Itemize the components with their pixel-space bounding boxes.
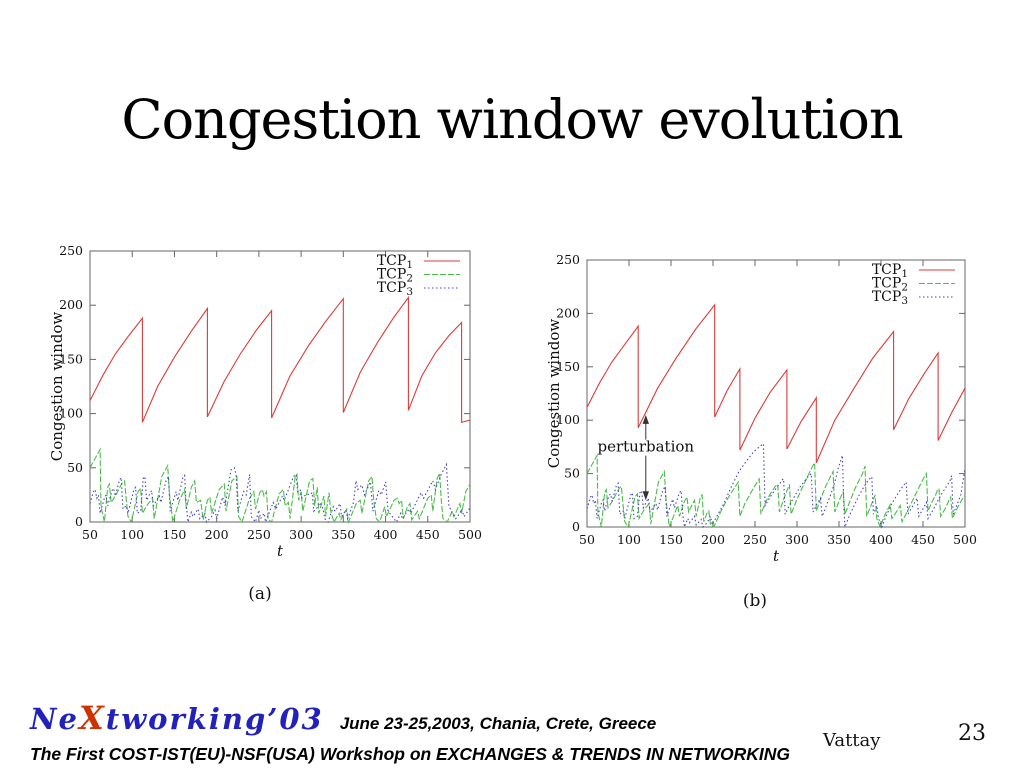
- x-tick-label: 250: [743, 532, 767, 547]
- x-tick-label: 200: [205, 527, 229, 542]
- series-tcp1-line: [89, 295, 471, 424]
- chart-b-caption: (b): [742, 591, 768, 611]
- nextworking-logo: NeXtworking’03: [30, 699, 324, 737]
- logo-prefix: Ne: [30, 702, 79, 736]
- x-axis-label: t: [773, 547, 780, 565]
- x-tick-label: 450: [416, 527, 440, 542]
- arrowhead-up-icon: [642, 414, 649, 424]
- annotation-backdrop: [598, 439, 694, 456]
- legend-label-tcp2: TCP2: [377, 267, 413, 285]
- y-axis-label: Congestion window: [48, 312, 66, 462]
- plot-border: [89, 250, 471, 523]
- x-axis-label: t: [277, 542, 284, 560]
- author-name: Vattay: [823, 730, 881, 751]
- x-tick-label: 350: [331, 527, 355, 542]
- y-tick-label: 250: [59, 245, 83, 258]
- series-tcp2-line: [89, 447, 471, 525]
- chart-b-figure: 50 100 150 200 250 300 350 400 450 500 0 50 100 150 20…: [530, 245, 990, 565]
- legend-label-tcp1: TCP1: [872, 262, 908, 280]
- event-date: June 23-25,2003, Chania, Crete, Greece: [339, 714, 657, 733]
- x-tick-label: 50: [579, 532, 595, 547]
- y-tick-label: 150: [556, 359, 580, 374]
- x-tick-label: 50: [82, 527, 98, 542]
- y-tick-label: 50: [564, 466, 580, 481]
- series-tcp2-line: [586, 453, 966, 529]
- footer: NeXtworking’03 June 23-25,2003, Chania, …: [30, 699, 790, 765]
- y-tick-label: 50: [67, 460, 83, 475]
- x-tick-label: 400: [374, 527, 398, 542]
- y-tick-label: 150: [59, 351, 83, 366]
- x-tick-label: 300: [289, 527, 313, 542]
- footer-line1: NeXtworking’03 June 23-25,2003, Chania, …: [30, 699, 790, 737]
- x-tick-label: 150: [163, 527, 187, 542]
- chart-a-caption: (a): [248, 584, 272, 604]
- x-tick-label: 250: [247, 527, 271, 542]
- y-tick-label: 100: [556, 412, 580, 427]
- page-number: 23: [958, 721, 986, 746]
- x-tick-label: 100: [617, 532, 641, 547]
- arrowhead-down-icon: [642, 491, 649, 501]
- plot-border: [586, 259, 966, 528]
- y-tick-label: 200: [59, 297, 83, 312]
- x-tick-label: 150: [659, 532, 683, 547]
- legend-label-tcp3: TCP3: [872, 289, 908, 307]
- x-tick-label: 500: [953, 532, 977, 547]
- congestion-window-chart-a: 50 100 150 200 250 300 350 400 450 50005010015020…: [48, 243, 482, 560]
- y-axis-label: Congestion window: [545, 319, 563, 469]
- logo-x: X: [78, 699, 106, 737]
- event-name: The First COST-IST(EU)-NSF(USA) Workshop…: [30, 744, 790, 764]
- legend-label-tcp3: TCP3: [377, 280, 413, 298]
- x-tick-label: 450: [911, 532, 935, 547]
- slide-title: Congestion window evolution: [121, 88, 903, 151]
- x-tick-label: 400: [869, 532, 893, 547]
- congestion-window-chart-b: 50 100 150 200 250 300 350 400 450 50005010015020…: [545, 252, 977, 565]
- y-tick-label: 0: [572, 519, 580, 534]
- y-tick-label: 0: [75, 514, 83, 529]
- x-tick-label: 300: [785, 532, 809, 547]
- series-tcp1-line: [586, 303, 966, 464]
- annotation-label: perturbation: [598, 438, 695, 456]
- x-tick-label: 350: [827, 532, 851, 547]
- legend-label-tcp1: TCP1: [377, 253, 413, 271]
- y-tick-label: 100: [59, 406, 83, 421]
- x-tick-label: 100: [120, 527, 144, 542]
- y-tick-label: 200: [556, 305, 580, 320]
- legend-label-tcp2: TCP2: [872, 276, 908, 294]
- y-tick-label: 250: [556, 252, 580, 267]
- logo-suffix: tworking’03: [105, 702, 324, 736]
- chart-a-figure: 50 100 150 200 250 300 350 400 450 500 0 50 100 150 20…: [40, 243, 500, 565]
- x-tick-label: 200: [701, 532, 725, 547]
- x-tick-label: 500: [458, 527, 482, 542]
